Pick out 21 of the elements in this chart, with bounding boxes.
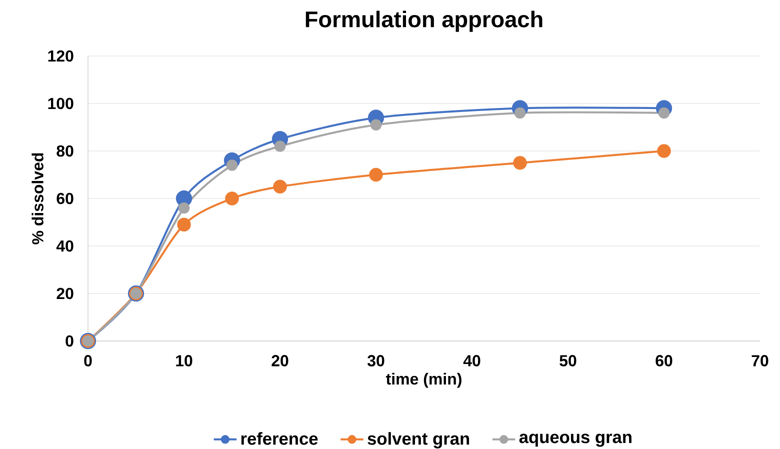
x-tick-label: 20 [272, 355, 288, 366]
legend-label: reference [241, 432, 318, 445]
y-tick-label: 20 [56, 288, 74, 300]
x-tick-label: 70 [752, 355, 768, 366]
y-tick-label: 80 [56, 145, 74, 157]
chart-title: Formulation approach [306, 10, 542, 32]
x-tick-label: 10 [176, 355, 192, 366]
x-tick-label: 30 [367, 355, 384, 366]
y-tick-label: 120 [48, 50, 74, 62]
x-tick-label: 60 [656, 355, 672, 366]
y-axis-title: % dissolved [32, 153, 44, 244]
x-tick-label: 50 [560, 355, 576, 366]
legend-label: solvent gran [368, 432, 470, 448]
y-tick-label: 40 [56, 240, 74, 252]
x-axis-title: time (min) [386, 372, 462, 388]
x-tick-label: 40 [463, 355, 480, 366]
y-tick-label: 60 [56, 192, 74, 204]
x-tick-label: 0 [84, 355, 92, 366]
y-tick-label: 0 [66, 335, 74, 347]
legend-label: aqueous gran [519, 434, 632, 447]
y-tick-label: 100 [48, 98, 74, 110]
